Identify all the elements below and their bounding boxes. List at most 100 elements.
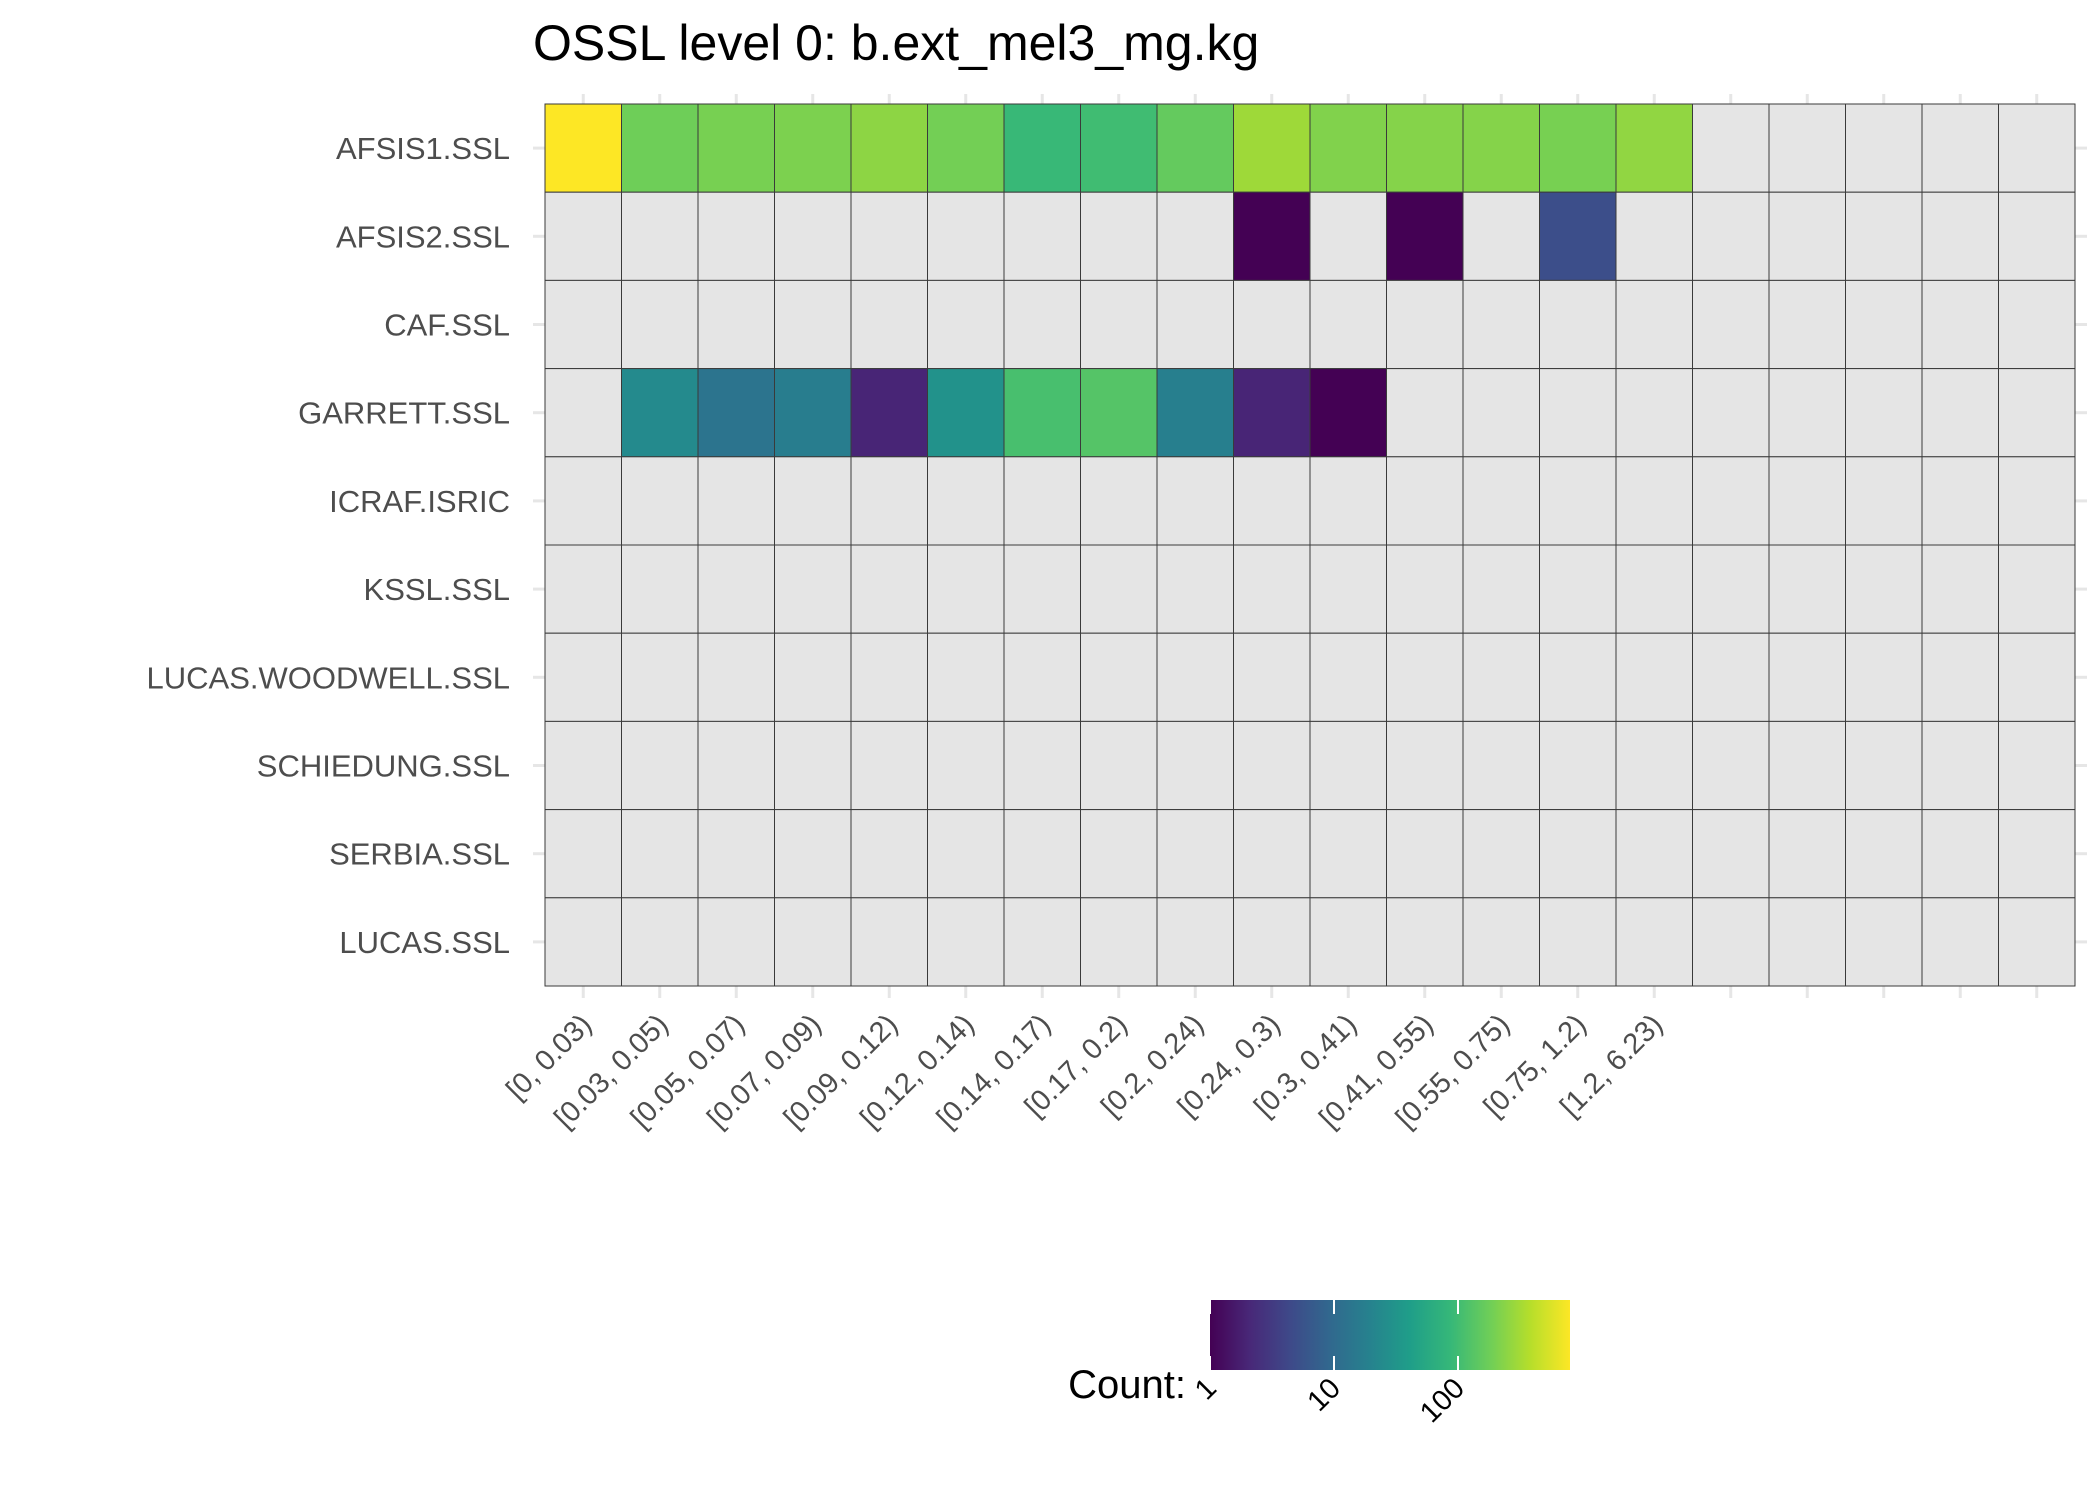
heatmap-cell — [1615, 897, 1693, 987]
heatmap-cell — [1539, 897, 1617, 987]
heatmap-cell — [1080, 897, 1158, 987]
heatmap-cell — [1692, 720, 1770, 811]
x-axis-labels: [0, 0.03)[0.03, 0.05)[0.05, 0.07)[0.07, … — [500, 1008, 1669, 1134]
heatmap-cell — [1539, 809, 1617, 899]
heatmap-cell — [1156, 279, 1234, 370]
heatmap-cell — [621, 279, 699, 370]
heatmap-cell — [697, 897, 775, 987]
heatmap-cell — [1692, 191, 1770, 281]
heatmap-cell — [774, 103, 852, 193]
heatmap-cell — [927, 809, 1005, 899]
y-tick-label: SERBIA.SSL — [329, 837, 510, 872]
heatmap-cell — [1768, 544, 1846, 634]
heatmap-cell — [1539, 279, 1617, 370]
heatmap-cell — [544, 368, 622, 458]
heatmap-cell — [1233, 720, 1311, 811]
heatmap-cell — [621, 720, 699, 811]
heatmap-cell — [1615, 632, 1693, 722]
y-tick-label: AFSIS1.SSL — [336, 131, 510, 166]
heatmap-cell — [1080, 632, 1158, 722]
heatmap-cell — [621, 368, 699, 458]
heatmap-cell — [1233, 368, 1311, 458]
heatmap-cell — [1233, 632, 1311, 722]
heatmap-cell — [621, 809, 699, 899]
heatmap-cell — [1233, 809, 1311, 899]
heatmap-cell — [1386, 456, 1464, 546]
heatmap-cell — [1768, 368, 1846, 458]
heatmap-cell — [1692, 279, 1770, 370]
heatmap-cell — [1921, 632, 1999, 722]
heatmap-cell — [850, 368, 928, 458]
heatmap-cell — [1156, 456, 1234, 546]
heatmap-cell — [1768, 191, 1846, 281]
heatmap-cell — [1003, 544, 1081, 634]
heatmap-cell — [1156, 544, 1234, 634]
y-axis-labels: AFSIS1.SSL AFSIS2.SSL CAF.SSL GARRETT.SSL IC… — [147, 131, 510, 960]
heatmap-cell — [1921, 809, 1999, 899]
heatmap-cell — [1692, 103, 1770, 193]
heatmap-cell — [1692, 897, 1770, 987]
heatmap-cell — [927, 368, 1005, 458]
heatmap-cell — [1921, 279, 1999, 370]
heatmap-cell — [1539, 368, 1617, 458]
heatmap-cell — [1309, 279, 1387, 370]
heatmap-cell — [1003, 809, 1081, 899]
heatmap-cell — [850, 720, 928, 811]
heatmap-cell — [544, 809, 622, 899]
heatmap-cell — [774, 544, 852, 634]
heatmap-cell — [1156, 368, 1234, 458]
heatmap-cell — [1921, 897, 1999, 987]
legend-tick-label: 10 — [1302, 1372, 1347, 1417]
heatmap-cell — [1386, 368, 1464, 458]
heatmap-cell — [774, 632, 852, 722]
heatmap-cell — [1615, 279, 1693, 370]
heatmap-cell — [1998, 809, 2076, 899]
heatmap-cell — [1156, 809, 1234, 899]
legend-title: Count: — [1068, 1363, 1186, 1407]
heatmap-cell — [927, 279, 1005, 370]
heatmap-cell — [621, 544, 699, 634]
heatmap-cell — [1080, 456, 1158, 546]
heatmap-cell — [1156, 191, 1234, 281]
heatmap-cell — [927, 632, 1005, 722]
heatmap-cell — [850, 191, 928, 281]
y-tick-label: LUCAS.SSL — [339, 925, 510, 960]
heatmap-cell — [1615, 544, 1693, 634]
heatmap-cell — [774, 368, 852, 458]
heatmap-cell — [1309, 897, 1387, 987]
heatmap-cell — [1309, 191, 1387, 281]
heatmap-cell — [850, 632, 928, 722]
heatmap-cell — [1845, 809, 1923, 899]
heatmap-cell — [621, 632, 699, 722]
heatmap-cell — [544, 456, 622, 546]
heatmap-cell — [1768, 632, 1846, 722]
heatmap-cell — [1998, 544, 2076, 634]
heatmap-cell — [1080, 368, 1158, 458]
heatmap-cell — [1845, 632, 1923, 722]
heatmap-cell — [774, 897, 852, 987]
heatmap-cell — [850, 279, 928, 370]
heatmap-cell — [1921, 191, 1999, 281]
heatmap-cell — [850, 456, 928, 546]
heatmap-cell — [850, 544, 928, 634]
heatmap-cell — [1539, 632, 1617, 722]
heatmap-cell — [1156, 103, 1234, 193]
heatmap-cell — [774, 191, 852, 281]
heatmap-cell — [1003, 368, 1081, 458]
heatmap-cell — [1845, 544, 1923, 634]
legend-colorbar — [1210, 1300, 1570, 1370]
heatmap-cell — [1921, 544, 1999, 634]
heatmap-cell — [1921, 368, 1999, 458]
heatmap-cell — [1233, 279, 1311, 370]
heatmap-cell — [1539, 456, 1617, 546]
y-tick-label: CAF.SSL — [384, 308, 510, 343]
heatmap-cell — [1080, 720, 1158, 811]
heatmap-cell — [1692, 368, 1770, 458]
heatmap-cell — [1615, 456, 1693, 546]
heatmap-cell — [1921, 456, 1999, 546]
heatmap-cell — [621, 897, 699, 987]
chart-title: OSSL level 0: b.ext_mel3_mg.kg — [533, 15, 1259, 71]
heatmap-cell — [774, 720, 852, 811]
heatmap-cell — [1615, 191, 1693, 281]
heatmap-cell — [1080, 191, 1158, 281]
